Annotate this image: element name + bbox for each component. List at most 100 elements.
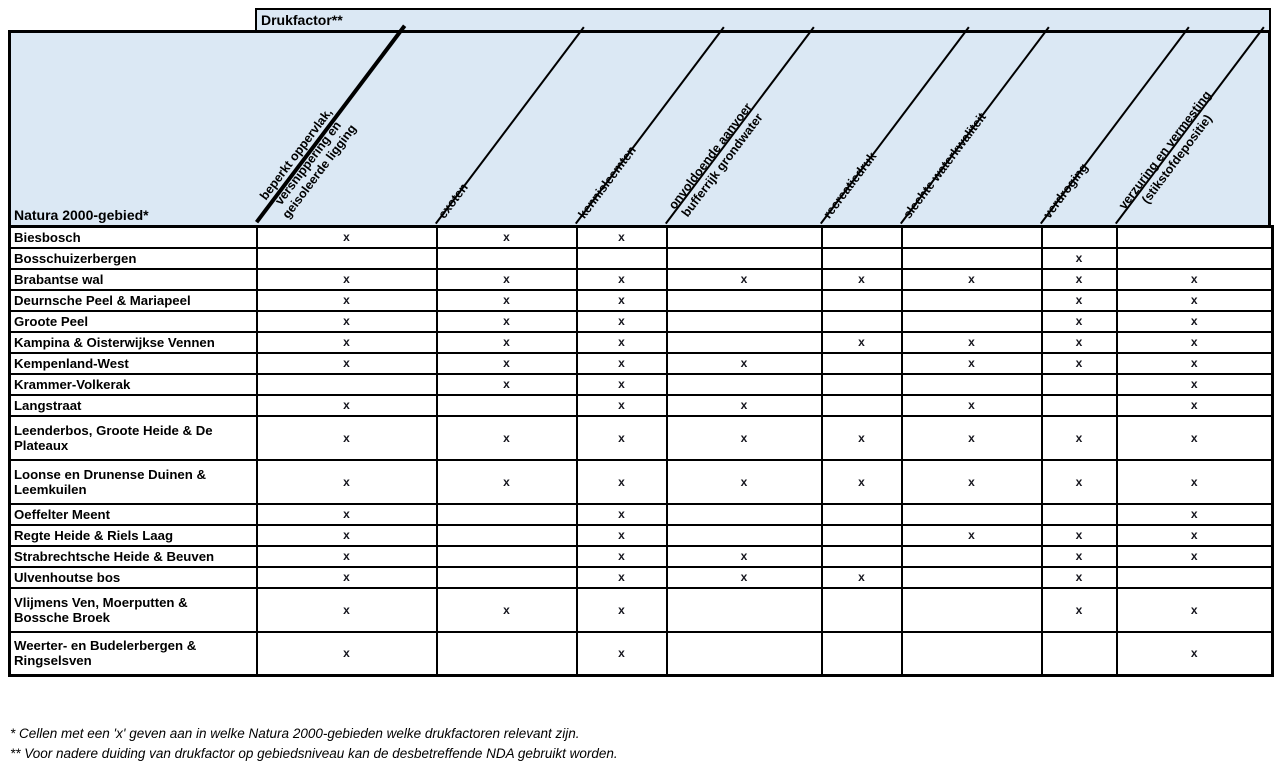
row-label: Bosschuizerbergen	[8, 246, 258, 270]
row-label: Kampina & Oisterwijkse Vennen	[8, 330, 258, 354]
empty-cell	[820, 372, 903, 396]
drukfactor-label: Drukfactor**	[261, 12, 343, 28]
relevance-mark-cell: x	[665, 414, 823, 461]
relevance-mark-cell: x	[1040, 544, 1118, 568]
relevance-mark-cell: x	[255, 586, 438, 633]
empty-cell	[900, 565, 1043, 589]
relevance-mark-cell: x	[435, 309, 578, 333]
relevance-mark-cell: x	[575, 393, 668, 417]
column-header-4: onvoldoende aanvoer bufferrijk grondwate…	[665, 100, 766, 220]
relevance-mark-cell: x	[1115, 523, 1274, 547]
empty-cell	[665, 309, 823, 333]
relevance-mark-cell: x	[820, 414, 903, 461]
relevance-mark-cell: x	[255, 393, 438, 417]
empty-cell	[900, 630, 1043, 677]
relevance-mark-cell: x	[1040, 523, 1118, 547]
empty-cell	[820, 393, 903, 417]
empty-cell	[665, 523, 823, 547]
empty-cell	[255, 372, 438, 396]
empty-cell	[435, 630, 578, 677]
column-header-band: Natura 2000-gebied* beperkt oppervlak, v…	[8, 24, 1271, 225]
relevance-mark-cell: x	[1040, 246, 1118, 270]
empty-cell	[900, 288, 1043, 312]
relevance-mark-cell: x	[575, 565, 668, 589]
relevance-mark-cell: x	[255, 502, 438, 526]
table-row: Leenderbos, Groote Heide & De Plateaux x x…	[8, 414, 1274, 461]
empty-cell	[900, 309, 1043, 333]
relevance-mark-cell: x	[435, 288, 578, 312]
relevance-mark-cell: x	[255, 351, 438, 375]
relevance-mark-cell: x	[1115, 458, 1274, 505]
footnote-2: ** Voor nadere duiding van drukfactor op…	[10, 746, 618, 761]
relevance-mark-cell: x	[575, 351, 668, 375]
row-label: Kempenland-West	[8, 351, 258, 375]
relevance-mark-cell: x	[1040, 586, 1118, 633]
table-row: Vlijmens Ven, Moerputten & Bossche Broek…	[8, 586, 1274, 633]
relevance-mark-cell: x	[820, 565, 903, 589]
empty-cell	[255, 246, 438, 270]
row-label: Regte Heide & Riels Laag	[8, 523, 258, 547]
relevance-mark-cell: x	[900, 351, 1043, 375]
drukfactor-header: Drukfactor**	[255, 8, 1271, 31]
empty-cell	[820, 288, 903, 312]
table-row: Kampina & Oisterwijkse Vennen x x x x x x x	[8, 330, 1274, 354]
relevance-mark-cell: x	[255, 565, 438, 589]
relevance-mark-cell: x	[1040, 458, 1118, 505]
empty-cell	[1040, 372, 1118, 396]
column-header-2: exoten	[435, 180, 471, 221]
column-header-6: slechte waterkwaliteit	[900, 109, 989, 221]
empty-cell	[665, 372, 823, 396]
footnote-1: * Cellen met een 'x' geven aan in welke …	[10, 726, 580, 741]
relevance-mark-cell: x	[1115, 502, 1274, 526]
relevance-mark-cell: x	[575, 372, 668, 396]
empty-cell	[1040, 502, 1118, 526]
table-row: Regte Heide & Riels Laag x x x x x	[8, 523, 1274, 547]
empty-cell	[820, 246, 903, 270]
empty-cell	[435, 393, 578, 417]
relevance-mark-cell: x	[575, 288, 668, 312]
empty-cell	[820, 586, 903, 633]
pressure-factor-matrix: Biesbosch x x x Bosschuizerbergen x Brabantse …	[8, 225, 1274, 677]
relevance-mark-cell: x	[435, 225, 578, 249]
empty-cell	[665, 225, 823, 249]
empty-cell	[435, 544, 578, 568]
empty-cell	[820, 523, 903, 547]
relevance-mark-cell: x	[435, 330, 578, 354]
empty-cell	[665, 630, 823, 677]
relevance-mark-cell: x	[900, 393, 1043, 417]
row-label: Loonse en Drunense Duinen & Leemkuilen	[8, 458, 258, 505]
row-label: Weerter- en Budelerbergen & Ringselsven	[8, 630, 258, 677]
empty-cell	[665, 330, 823, 354]
relevance-mark-cell: x	[1115, 586, 1274, 633]
relevance-mark-cell: x	[575, 309, 668, 333]
relevance-mark-cell: x	[575, 586, 668, 633]
relevance-mark-cell: x	[255, 523, 438, 547]
relevance-mark-cell: x	[575, 267, 668, 291]
empty-cell	[820, 544, 903, 568]
empty-cell	[820, 309, 903, 333]
column-header-5: recreatiedruk	[820, 149, 880, 221]
row-label: Strabrechtsche Heide & Beuven	[8, 544, 258, 568]
relevance-mark-cell: x	[1040, 414, 1118, 461]
table-row: Groote Peel x x x x x	[8, 309, 1274, 333]
relevance-mark-cell: x	[1115, 544, 1274, 568]
relevance-mark-cell: x	[665, 393, 823, 417]
empty-cell	[900, 502, 1043, 526]
relevance-mark-cell: x	[255, 309, 438, 333]
empty-cell	[575, 246, 668, 270]
table-row: Deurnsche Peel & Mariapeel x x x x x	[8, 288, 1274, 312]
empty-cell	[1040, 393, 1118, 417]
relevance-mark-cell: x	[575, 414, 668, 461]
row-label: Ulvenhoutse bos	[8, 565, 258, 589]
row-label: Oeffelter Meent	[8, 502, 258, 526]
empty-cell	[820, 225, 903, 249]
empty-cell	[665, 502, 823, 526]
corner-label: Natura 2000-gebied*	[14, 207, 149, 223]
relevance-mark-cell: x	[665, 458, 823, 505]
relevance-mark-cell: x	[665, 267, 823, 291]
table-row: Ulvenhoutse bos x x x x x	[8, 565, 1274, 589]
row-label: Deurnsche Peel & Mariapeel	[8, 288, 258, 312]
empty-cell	[665, 246, 823, 270]
empty-cell	[435, 523, 578, 547]
